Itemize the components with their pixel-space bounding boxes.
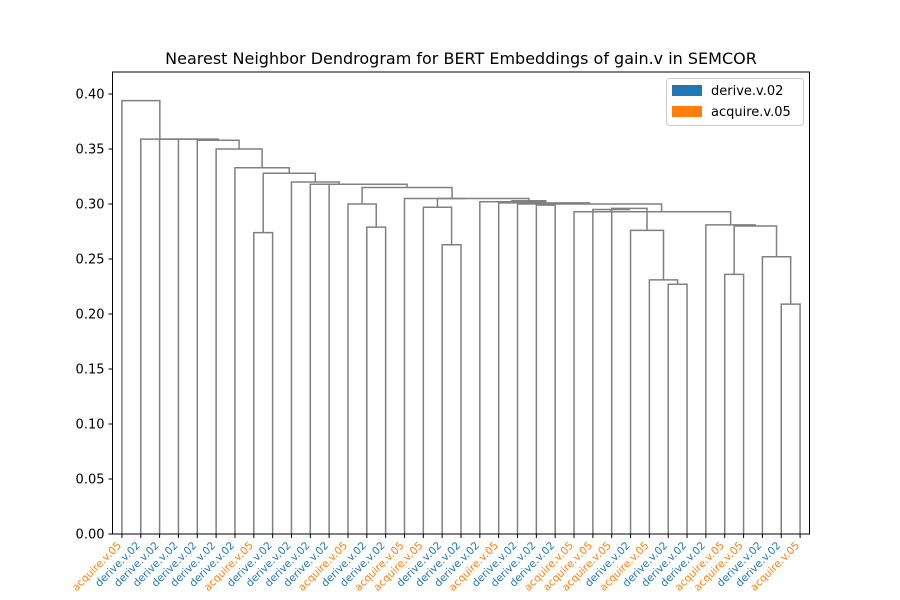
y-tick-label: 0.15 [76,363,105,378]
legend-swatch-acquire [672,106,702,117]
dendrogram-link [309,183,369,534]
legend: derive.v.02 acquire.v.05 [666,78,804,126]
dendrogram-link [648,279,679,534]
y-tick-label: 0.35 [76,143,105,158]
legend-label-derive: derive.v.02 [711,84,783,99]
dendrogram-link [780,303,801,534]
y-tick-label: 0.05 [76,473,105,488]
dendrogram-link [121,99,161,534]
dendrogram-link [422,206,453,534]
dendrogram-link [366,226,387,534]
y-tick-label: 0.30 [76,198,105,213]
dendrogram-link [592,210,732,225]
dendrogram-link [610,207,648,534]
y-tick-label: 0.40 [76,88,105,103]
dendrogram-link [516,203,663,534]
dendrogram-link [290,181,340,534]
legend-swatch-derive [672,85,702,96]
y-tick-label: 0.20 [76,308,105,323]
dendrogram-link [196,139,240,534]
dendrogram-link [733,225,778,275]
dendrogram-link [497,202,591,534]
dendrogram-link [140,138,179,534]
legend-label-acquire: acquire.v.05 [711,105,791,120]
dendrogram-link [347,203,377,534]
dendrogram-link [441,243,462,534]
dendrogram-link [253,231,274,534]
dendrogram-link [667,283,688,534]
dendrogram-links [121,99,801,534]
dendrogram-link [328,183,408,534]
dendrogram-link [629,229,665,534]
dendrogram-link [761,256,792,534]
dendrogram-link [705,224,757,534]
dendrogram-link [535,204,556,534]
dendrogram-link [234,166,291,534]
y-tick-label: 0.25 [76,253,105,268]
y-axis: 0.00 0.05 0.10 0.15 0.20 0.25 0.30 0.35 0.40 [76,88,113,543]
dendrogram-link [436,197,467,208]
dendrogram-link [177,138,219,534]
dendrogram-link [479,201,545,534]
chart-title: Nearest Neighbor Dendrogram for BERT Emb… [165,49,757,68]
y-tick-label: 0.10 [76,418,105,433]
dendrogram-link [215,148,263,534]
x-axis-leaf-labels: acquire.v.05derive.v.02derive.v.02derive… [70,534,802,594]
y-tick-label: 0.00 [76,528,105,543]
dendrogram-link [361,186,453,204]
dendrogram-link [723,273,745,534]
